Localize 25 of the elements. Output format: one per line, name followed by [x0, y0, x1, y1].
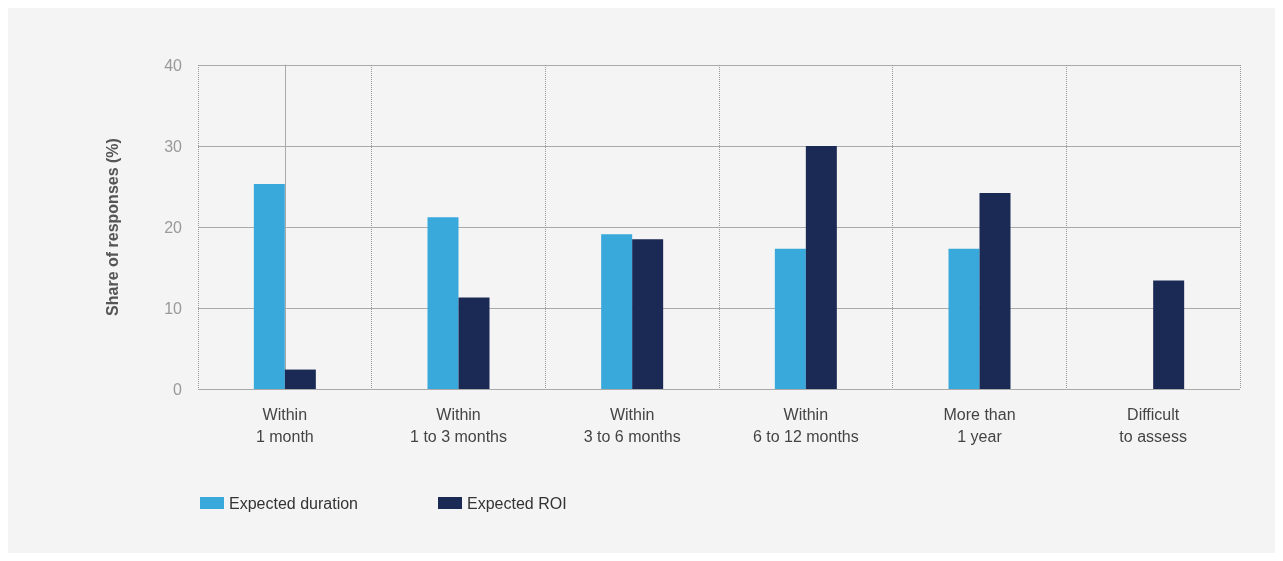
bar: [805, 146, 837, 389]
y-tick-label: 30: [164, 137, 183, 155]
y-tick-label: 0: [173, 380, 183, 398]
legend-label: Expected ROI: [466, 494, 567, 512]
y-tick-label: 10: [164, 299, 183, 317]
bar: [458, 297, 490, 389]
x-tick-label: Within 6 to 12 months: [752, 405, 859, 445]
x-tick-label: Within 3 to 6 months: [583, 405, 681, 445]
bar: [948, 248, 980, 389]
bar: [253, 184, 285, 389]
y-axis-title: Share of responses (%): [103, 138, 121, 316]
bar: [632, 239, 664, 389]
bar: [601, 234, 633, 389]
bar: [979, 192, 1011, 389]
bar: [427, 217, 459, 389]
bar: [284, 369, 316, 389]
x-tick-label: Within 1 to 3 months: [410, 405, 507, 445]
y-tick-label: 20: [164, 218, 183, 236]
bar: [1153, 280, 1185, 389]
x-tick-label: Within 1 month: [255, 405, 314, 445]
x-tick-label: More than 1 year: [943, 405, 1016, 445]
y-tick-label: 40: [164, 56, 183, 74]
x-tick-label: Difficult to assess: [1119, 405, 1187, 445]
legend-label: Expected duration: [229, 494, 358, 512]
bar: [774, 248, 806, 389]
